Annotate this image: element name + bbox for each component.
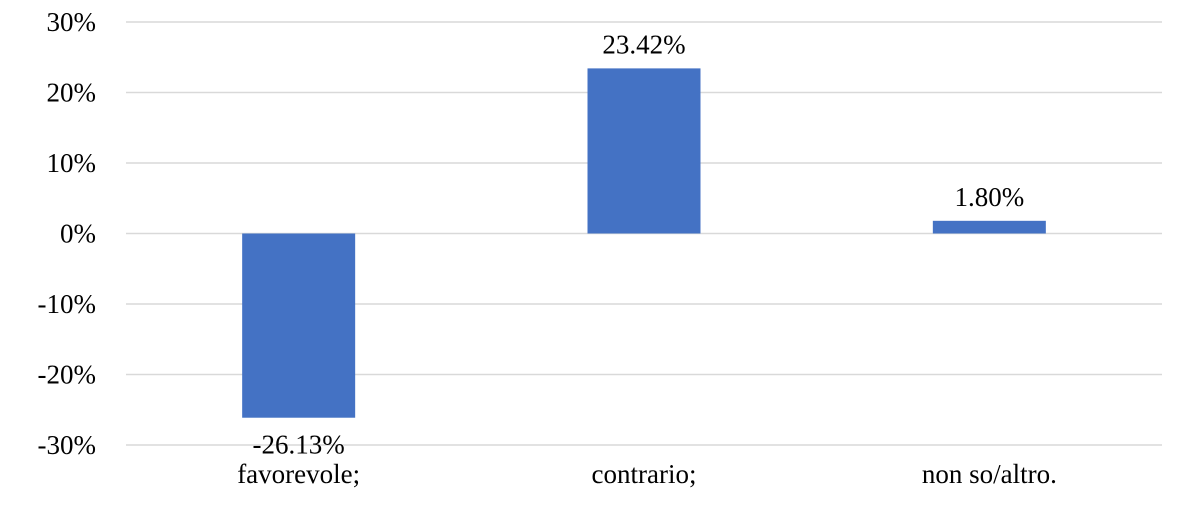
y-tick-label: 10% [47,148,97,178]
bars [242,68,1046,418]
category-label: contrario; [592,459,697,489]
data-labels: -26.13% 23.42% 1.80% [253,29,1025,459]
y-tick-label: 0% [60,219,96,249]
y-tick-label: 20% [47,78,97,108]
data-label: -26.13% [253,430,345,460]
bar [587,68,701,234]
bar [242,233,356,418]
y-axis-tick-labels: 30% 20% 10% 0% -10% -20% -30% [38,7,96,460]
y-tick-label: -30% [38,430,96,460]
category-label: favorevole; [237,459,360,489]
x-axis-category-labels: favorevole; contrario; non so/altro. [237,459,1057,489]
y-tick-label: -10% [38,289,96,319]
category-label: non so/altro. [922,459,1057,489]
y-tick-label: -20% [38,360,96,390]
bar [932,220,1046,234]
data-label: 1.80% [954,182,1024,212]
y-tick-label: 30% [47,7,97,37]
data-label: 23.42% [602,29,685,59]
